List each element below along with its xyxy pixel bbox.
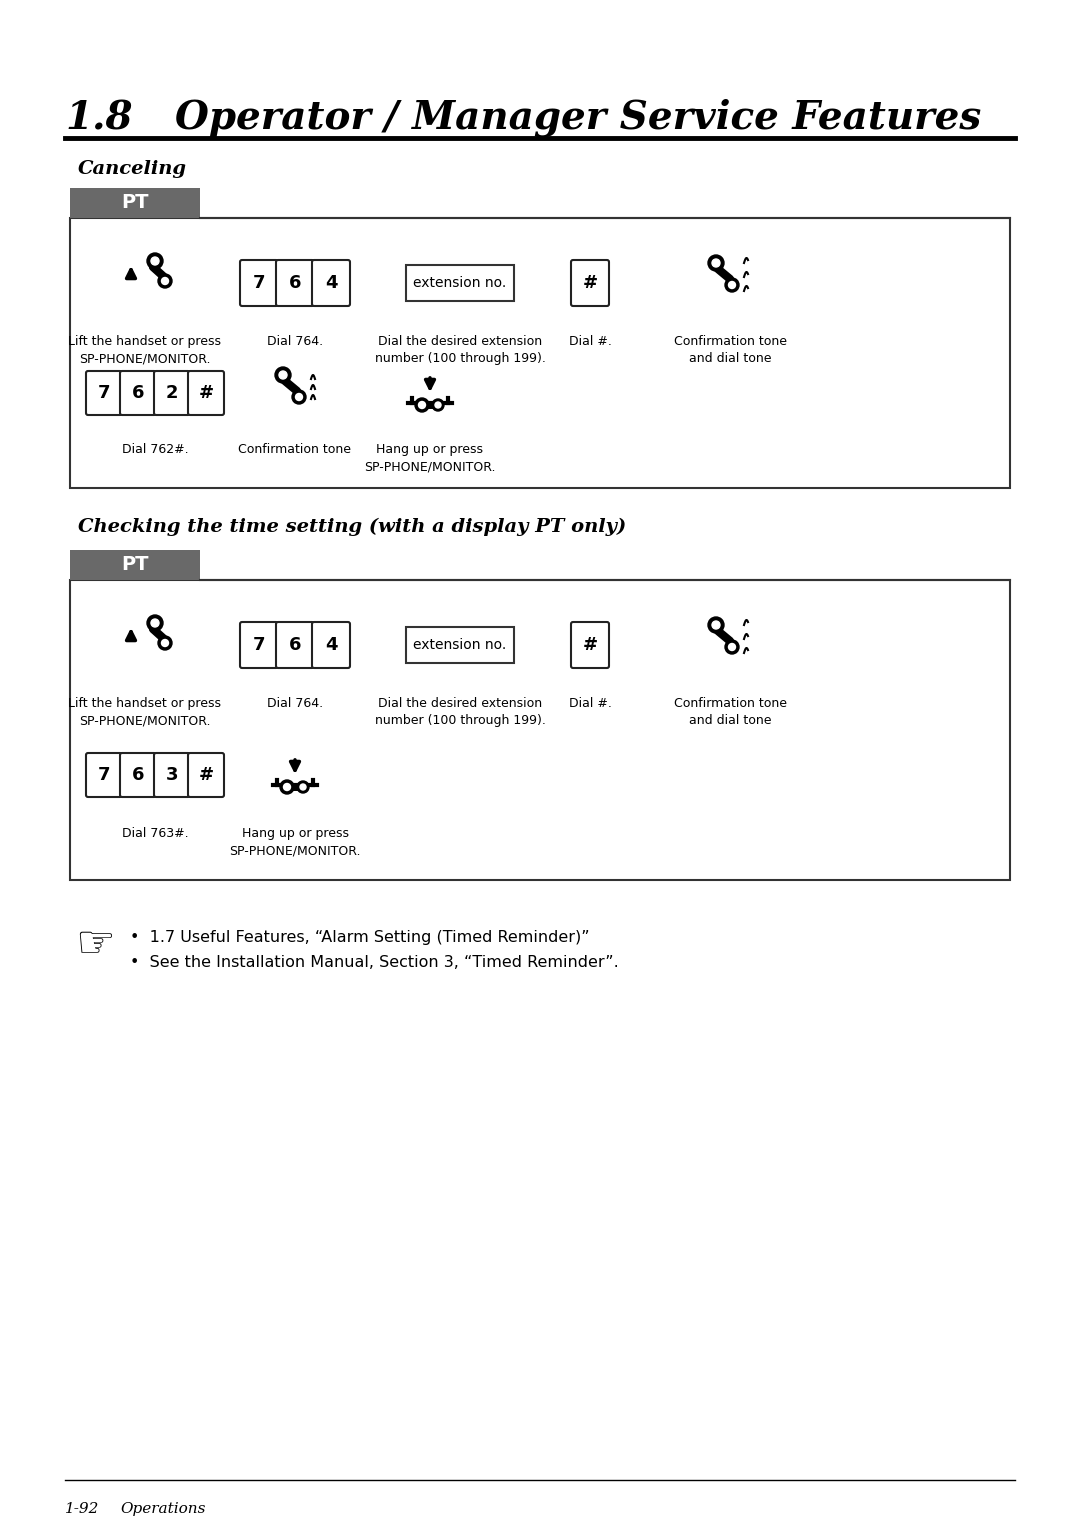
Circle shape: [162, 640, 168, 646]
Text: Dial 762#.: Dial 762#.: [122, 443, 188, 455]
Text: 4: 4: [325, 636, 337, 654]
Text: 1-92: 1-92: [65, 1502, 99, 1516]
Circle shape: [297, 781, 309, 793]
Bar: [406, 264, 514, 301]
FancyBboxPatch shape: [571, 622, 609, 668]
Text: Canceling: Canceling: [78, 160, 187, 177]
Bar: [406, 626, 514, 663]
Circle shape: [158, 636, 172, 649]
Circle shape: [279, 371, 287, 379]
FancyBboxPatch shape: [240, 622, 278, 668]
Circle shape: [283, 784, 291, 790]
Text: Dial 763#.: Dial 763#.: [122, 827, 188, 840]
Circle shape: [712, 260, 720, 267]
Circle shape: [725, 640, 739, 654]
Text: Lift the handset or press
SP-PHONE/MONITOR.: Lift the handset or press SP-PHONE/MONIT…: [68, 697, 221, 727]
Text: Dial #.: Dial #.: [568, 335, 611, 348]
Text: 7: 7: [253, 636, 266, 654]
Circle shape: [729, 281, 735, 289]
Text: 3: 3: [165, 766, 178, 784]
FancyBboxPatch shape: [188, 371, 224, 416]
Circle shape: [158, 274, 172, 287]
Text: 6: 6: [132, 766, 145, 784]
Text: Dial #.: Dial #.: [568, 697, 611, 711]
Circle shape: [712, 620, 720, 630]
FancyBboxPatch shape: [312, 622, 350, 668]
Text: PT: PT: [121, 194, 149, 212]
Text: Operator / Manager Service Features: Operator / Manager Service Features: [175, 99, 982, 138]
Text: 7: 7: [98, 384, 110, 402]
Circle shape: [147, 254, 163, 269]
Text: extension no.: extension no.: [414, 639, 507, 652]
Text: 7: 7: [253, 274, 266, 292]
Text: 1.8: 1.8: [65, 99, 133, 138]
Circle shape: [725, 278, 739, 292]
Text: PT: PT: [121, 556, 149, 575]
Text: •  See the Installation Manual, Section 3, “Timed Reminder”.: • See the Installation Manual, Section 3…: [130, 955, 619, 970]
Circle shape: [275, 367, 291, 384]
Circle shape: [729, 643, 735, 651]
FancyBboxPatch shape: [571, 260, 609, 306]
Bar: [70, 581, 1010, 880]
Circle shape: [147, 614, 163, 631]
Text: Dial 764.: Dial 764.: [267, 697, 323, 711]
FancyBboxPatch shape: [154, 753, 190, 798]
FancyBboxPatch shape: [86, 753, 122, 798]
Text: Lift the handset or press
SP-PHONE/MONITOR.: Lift the handset or press SP-PHONE/MONIT…: [68, 335, 221, 365]
FancyBboxPatch shape: [188, 753, 224, 798]
Bar: [70, 550, 200, 581]
Bar: [70, 219, 1010, 487]
Bar: [70, 188, 200, 219]
Circle shape: [708, 617, 724, 633]
Text: 6: 6: [288, 636, 301, 654]
Text: #: #: [199, 766, 214, 784]
Text: Confirmation tone
and dial tone: Confirmation tone and dial tone: [674, 335, 786, 365]
Circle shape: [151, 619, 159, 626]
Text: Hang up or press
SP-PHONE/MONITOR.: Hang up or press SP-PHONE/MONITOR.: [364, 443, 496, 474]
FancyBboxPatch shape: [312, 260, 350, 306]
Text: 2: 2: [165, 384, 178, 402]
Text: •  1.7 Useful Features, “Alarm Setting (Timed Reminder)”: • 1.7 Useful Features, “Alarm Setting (T…: [130, 931, 590, 944]
Circle shape: [419, 402, 426, 408]
Text: Hang up or press
SP-PHONE/MONITOR.: Hang up or press SP-PHONE/MONITOR.: [229, 827, 361, 857]
FancyBboxPatch shape: [120, 371, 156, 416]
Text: Operations: Operations: [120, 1502, 205, 1516]
Circle shape: [296, 394, 302, 400]
Text: Confirmation tone
and dial tone: Confirmation tone and dial tone: [674, 697, 786, 727]
Circle shape: [292, 390, 306, 403]
Text: #: #: [199, 384, 214, 402]
Circle shape: [300, 784, 306, 790]
Circle shape: [708, 255, 724, 270]
Text: 7: 7: [98, 766, 110, 784]
Text: Confirmation tone: Confirmation tone: [239, 443, 351, 455]
FancyBboxPatch shape: [240, 260, 278, 306]
Circle shape: [280, 779, 294, 795]
Circle shape: [415, 397, 429, 413]
FancyBboxPatch shape: [120, 753, 156, 798]
Text: #: #: [582, 274, 597, 292]
FancyBboxPatch shape: [276, 260, 314, 306]
Circle shape: [151, 257, 159, 264]
Circle shape: [435, 402, 441, 408]
Text: Dial the desired extension
number (100 through 199).: Dial the desired extension number (100 t…: [375, 697, 545, 727]
Text: 4: 4: [325, 274, 337, 292]
Text: 6: 6: [132, 384, 145, 402]
FancyBboxPatch shape: [276, 622, 314, 668]
Text: Dial 764.: Dial 764.: [267, 335, 323, 348]
FancyBboxPatch shape: [86, 371, 122, 416]
Text: Dial the desired extension
number (100 through 199).: Dial the desired extension number (100 t…: [375, 335, 545, 365]
Circle shape: [432, 399, 444, 411]
Text: Checking the time setting (with a display PT only): Checking the time setting (with a displa…: [78, 518, 626, 536]
Text: ☞: ☞: [76, 923, 114, 967]
Text: 6: 6: [288, 274, 301, 292]
FancyBboxPatch shape: [154, 371, 190, 416]
Text: #: #: [582, 636, 597, 654]
Circle shape: [162, 278, 168, 284]
Text: extension no.: extension no.: [414, 277, 507, 290]
